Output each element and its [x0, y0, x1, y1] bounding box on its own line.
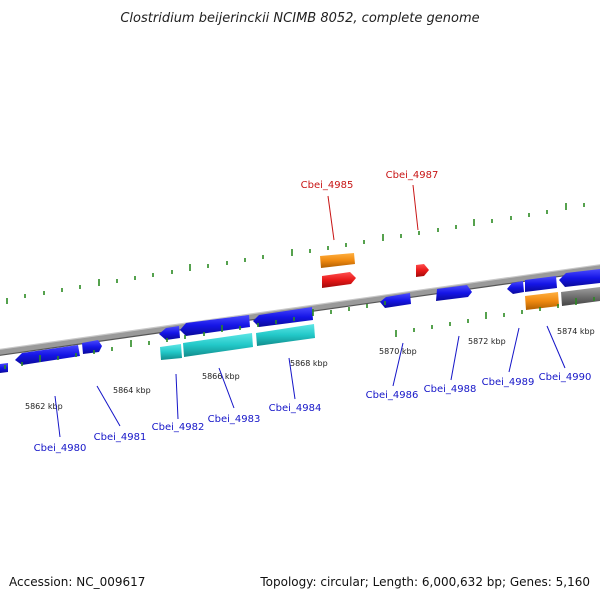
- leader-4988: [450, 335, 460, 381]
- gene-arrow-4986: [380, 293, 411, 308]
- genome-summary-text: Topology: circular; Length: 6,000,632 bp…: [259, 575, 590, 589]
- gene-arrow-4985-orange: [320, 253, 355, 268]
- upper-tick-track: [6, 203, 585, 304]
- leader-4985: [327, 195, 335, 241]
- rna-feature-4983: [183, 333, 253, 357]
- gene-arrow-4988: [436, 285, 472, 301]
- leader-4989: [508, 327, 520, 373]
- gene-label-4987[interactable]: Cbei_4987: [386, 170, 439, 181]
- scale-label-5872: 5872 kbp: [468, 337, 506, 346]
- rna-feature-4984: [256, 324, 315, 346]
- gene-arrow-4987: [416, 264, 429, 277]
- leader-4982: [175, 373, 179, 420]
- feature-4990-gray: [561, 287, 600, 306]
- leader-lines: [54, 184, 566, 438]
- gene-label-4980[interactable]: Cbei_4980: [34, 443, 87, 454]
- leader-4980: [54, 395, 61, 438]
- leader-4981: [96, 385, 121, 427]
- leader-4984: [288, 357, 296, 400]
- gene-arrow-left-edge: [0, 363, 8, 373]
- gene-arrow-4990: [559, 269, 600, 287]
- scale-label-5874: 5874 kbp: [557, 327, 595, 336]
- leader-4987: [412, 184, 419, 231]
- leader-4983: [218, 367, 235, 409]
- gene-arrow-4982: [159, 326, 180, 340]
- gene-label-4981[interactable]: Cbei_4981: [94, 432, 147, 443]
- lower-tick-track: [4, 297, 595, 369]
- gene-label-4984[interactable]: Cbei_4984: [269, 403, 322, 414]
- gene-labels: Cbei_4980 Cbei_4981 Cbei_4982 Cbei_4983 …: [34, 170, 592, 454]
- upper-strand-features: [320, 253, 600, 301]
- gene-arrow-4985: [322, 272, 356, 288]
- gene-label-4988[interactable]: Cbei_4988: [424, 384, 477, 395]
- gene-label-4986[interactable]: Cbei_4986: [366, 390, 419, 401]
- gene-label-4985[interactable]: Cbei_4985: [301, 180, 354, 191]
- rna-feature-4982: [160, 344, 182, 360]
- gene-label-4983[interactable]: Cbei_4983: [208, 414, 261, 425]
- gene-label-4990[interactable]: Cbei_4990: [539, 372, 592, 383]
- leader-4990: [546, 325, 566, 369]
- gene-arrow-4981: [82, 340, 102, 354]
- leader-4986: [392, 342, 404, 387]
- gene-label-4989[interactable]: Cbei_4989: [482, 377, 535, 388]
- gene-label-4982[interactable]: Cbei_4982: [152, 422, 205, 433]
- scale-label-5864: 5864 kbp: [113, 386, 151, 395]
- scale-label-5870: 5870 kbp: [379, 347, 417, 356]
- feature-4989-orange: [525, 292, 559, 310]
- gene-arrow-4984: [253, 307, 313, 327]
- scale-label-5868: 5868 kbp: [290, 359, 328, 368]
- gene-arrow-4989: [525, 276, 557, 292]
- gene-arrow-4980: [15, 345, 80, 365]
- scale-label-5862: 5862 kbp: [25, 402, 63, 411]
- gene-arrow-4989-a: [507, 281, 524, 294]
- genome-title: Clostridium beijerinckii NCIMB 8052, com…: [120, 11, 479, 26]
- gene-arrow-4983: [180, 315, 250, 336]
- scale-labels: 5862 kbp 5864 kbp 5866 kbp 5868 kbp 5870…: [25, 327, 595, 411]
- lower-strand-features: [0, 287, 600, 373]
- accession-text: Accession: NC_009617: [9, 575, 145, 589]
- scale-label-5866: 5866 kbp: [202, 372, 240, 381]
